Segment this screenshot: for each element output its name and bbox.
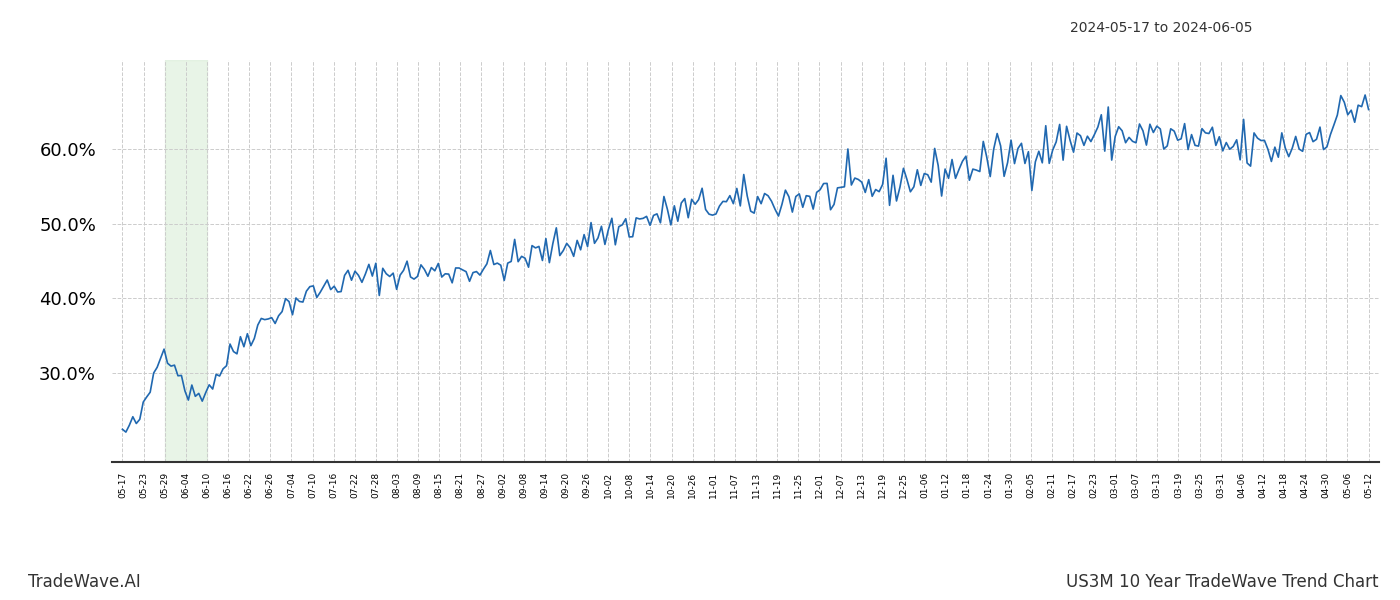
Text: TradeWave.AI: TradeWave.AI — [28, 573, 141, 591]
Text: 2024-05-17 to 2024-06-05: 2024-05-17 to 2024-06-05 — [1071, 21, 1253, 35]
Text: US3M 10 Year TradeWave Trend Chart: US3M 10 Year TradeWave Trend Chart — [1067, 573, 1379, 591]
Bar — [165, 60, 207, 462]
